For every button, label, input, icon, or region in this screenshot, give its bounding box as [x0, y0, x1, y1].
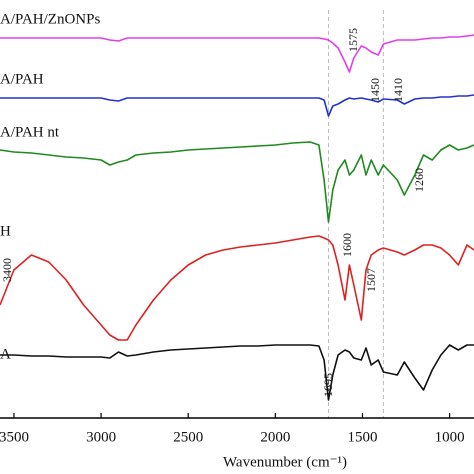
- x-tick-label: 1500: [347, 429, 377, 445]
- x-tick-label: 2000: [260, 429, 290, 445]
- peak-annotation: 1260: [412, 168, 426, 192]
- peak-annotation: 1507: [364, 268, 378, 292]
- series-label: A/PAH: [0, 71, 44, 87]
- peak-annotation: 1450: [368, 78, 382, 102]
- x-tick-label: 3500: [0, 429, 29, 445]
- series-label: A/PAH nt: [0, 124, 60, 140]
- series-label: H: [0, 223, 11, 239]
- x-tick-label: 1000: [435, 429, 465, 445]
- peak-annotation: 1410: [391, 78, 405, 102]
- x-tick-label: 2500: [173, 429, 203, 445]
- series-label: A: [0, 346, 11, 362]
- spectrum-line: [0, 94, 474, 117]
- spectrum-line: [0, 141, 474, 223]
- x-axis-label: Wavenumber (cm⁻¹): [223, 454, 347, 470]
- peak-annotation: 1695: [321, 373, 335, 397]
- peak-annotation: 1575: [346, 28, 360, 52]
- spectrum-line: [0, 235, 474, 341]
- peak-annotation: 1600: [340, 233, 354, 257]
- spectrum-line: [0, 344, 474, 401]
- peak-annotation: 3400: [0, 258, 14, 282]
- spectrum-line: [0, 34, 474, 73]
- x-tick-label: 3000: [86, 429, 116, 445]
- series-label: A/PAH/ZnONPs: [0, 11, 100, 27]
